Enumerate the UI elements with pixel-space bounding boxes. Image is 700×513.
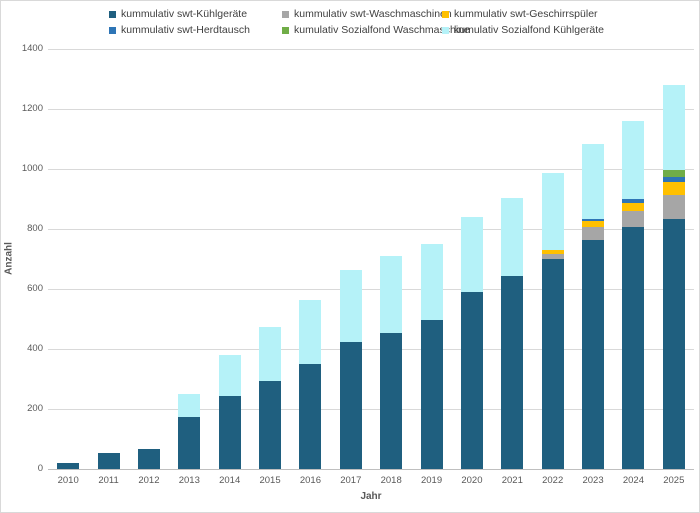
bar-segment-2020-series-5[interactable] (460, 217, 483, 292)
bar-segment-2014-series-5[interactable] (218, 355, 241, 396)
legend-item-2[interactable]: kummulativ swt-Geschirrspüler (442, 9, 604, 20)
bar-segment-2022-series-2[interactable] (541, 249, 564, 254)
bar-segment-2024-series-0[interactable] (622, 226, 645, 469)
bar-segment-2025-series-1[interactable] (662, 195, 685, 219)
x-tick-label-2022: 2022 (542, 475, 564, 486)
legend-marker-icon (109, 11, 116, 18)
bar-segment-2018-series-0[interactable] (380, 332, 403, 469)
bar-segment-2013-series-0[interactable] (178, 416, 201, 469)
x-tick-label-2024: 2024 (622, 475, 644, 486)
x-tick-label-2019: 2019 (420, 475, 443, 486)
bar-segment-2023-series-1[interactable] (582, 226, 605, 240)
legend-marker-icon (282, 27, 289, 34)
x-tick-label-2018: 2018 (380, 475, 402, 486)
legend-item-5[interactable]: kumulativ Sozialfond Kühlgeräte (442, 25, 604, 36)
legend-item-label: kummulativ swt-Herdtausch (121, 24, 250, 36)
x-tick-label-2020: 2020 (461, 475, 483, 486)
legend-item-label: kumulativ Sozialfond Waschmaschine (294, 24, 470, 36)
gridline (48, 168, 694, 170)
bar-segment-2019-series-0[interactable] (420, 320, 443, 469)
x-tick-label-2010: 2010 (57, 475, 79, 486)
x-tick-label-2011: 2011 (98, 475, 119, 486)
bar-segment-2015-series-5[interactable] (259, 326, 282, 381)
x-tick-label-2014: 2014 (219, 475, 241, 486)
x-tick-label-2017: 2017 (340, 475, 362, 486)
bar-segment-2017-series-5[interactable] (339, 269, 362, 343)
bar-segment-2025-series-5[interactable] (662, 85, 685, 171)
bar-segment-2013-series-5[interactable] (178, 394, 201, 417)
legend-item-0[interactable]: kummulativ swt-Kühlgeräte (109, 9, 282, 20)
bar-segment-2024-series-2[interactable] (622, 202, 645, 212)
bar-segment-2025-series-0[interactable] (662, 218, 685, 469)
gridline (48, 348, 694, 350)
bar-segment-2012-series-0[interactable] (137, 448, 160, 469)
legend-item-label: kummulativ swt-Waschmaschinen (294, 8, 452, 20)
y-tick-label: 800 (27, 223, 43, 234)
bar-segment-2023-series-3[interactable] (582, 218, 605, 221)
legend-marker-icon (109, 27, 116, 34)
bar-segment-2023-series-2[interactable] (582, 220, 605, 227)
y-tick-label: 1000 (21, 163, 43, 174)
x-tick-label-2015: 2015 (259, 475, 281, 486)
bar-segment-2023-series-0[interactable] (582, 239, 605, 469)
gridline (48, 408, 694, 410)
bar-segment-2022-series-0[interactable] (541, 259, 564, 469)
bar-segment-2011-series-0[interactable] (97, 453, 120, 469)
bar-segment-2025-series-4[interactable] (662, 170, 685, 178)
x-tick-label-2025: 2025 (663, 475, 685, 486)
y-tick-label: 600 (27, 283, 43, 294)
x-tick-label-2016: 2016 (299, 475, 321, 486)
bar-segment-2014-series-0[interactable] (218, 395, 241, 469)
legend-item-1[interactable]: kummulativ swt-Waschmaschinen (282, 9, 452, 20)
bar-segment-2019-series-5[interactable] (420, 244, 443, 321)
bar-segment-2024-series-1[interactable] (622, 211, 645, 227)
bar-segment-2017-series-0[interactable] (339, 342, 362, 469)
bar-segment-2022-series-5[interactable] (541, 173, 564, 250)
legend-item-3[interactable]: kummulativ swt-Herdtausch (109, 25, 282, 36)
bar-segment-2021-series-5[interactable] (501, 197, 524, 276)
gridline (48, 108, 694, 110)
bar-segment-2024-series-3[interactable] (622, 198, 645, 203)
y-tick-label: 1400 (21, 43, 43, 54)
y-tick-label: 1200 (21, 103, 43, 114)
bar-segment-2025-series-2[interactable] (662, 182, 685, 196)
legend-marker-icon (442, 11, 449, 18)
y-axis-title: Anzahl (3, 242, 15, 275)
plot-area (48, 48, 694, 470)
gridline (48, 288, 694, 290)
y-tick-label: 200 (27, 403, 43, 414)
legend: kummulativ swt-Kühlgeräte kummulativ swt-… (109, 9, 604, 36)
bar-segment-2021-series-0[interactable] (501, 275, 524, 469)
gridline (48, 228, 694, 230)
x-tick-label-2021: 2021 (501, 475, 523, 486)
legend-item-label: kummulativ swt-Geschirrspüler (454, 8, 598, 20)
bar-segment-2025-series-3[interactable] (662, 177, 685, 183)
legend-item-label: kummulativ swt-Kühlgeräte (121, 8, 248, 20)
x-tick-label-2023: 2023 (582, 475, 604, 486)
bar-segment-2024-series-5[interactable] (622, 121, 645, 199)
y-tick-label: 0 (37, 463, 43, 474)
bar-segment-2022-series-1[interactable] (541, 253, 564, 259)
legend-marker-icon (442, 27, 449, 34)
gridline (48, 48, 694, 50)
legend-item-label: kumulativ Sozialfond Kühlgeräte (454, 24, 605, 36)
bar-segment-2020-series-0[interactable] (460, 292, 483, 469)
legend-marker-icon (282, 11, 289, 18)
y-tick-label: 400 (27, 343, 43, 354)
bar-segment-2023-series-5[interactable] (582, 143, 605, 219)
x-axis-title: Jahr (360, 491, 382, 502)
legend-item-4[interactable]: kumulativ Sozialfond Waschmaschine (282, 25, 470, 36)
bar-segment-2016-series-5[interactable] (299, 299, 322, 364)
x-tick-label-2012: 2012 (138, 475, 160, 486)
bar-segment-2016-series-0[interactable] (299, 364, 322, 469)
x-tick-label-2013: 2013 (178, 475, 200, 486)
bar-segment-2018-series-5[interactable] (380, 256, 403, 333)
bar-segment-2010-series-0[interactable] (57, 463, 80, 469)
bar-segment-2015-series-0[interactable] (259, 380, 282, 469)
